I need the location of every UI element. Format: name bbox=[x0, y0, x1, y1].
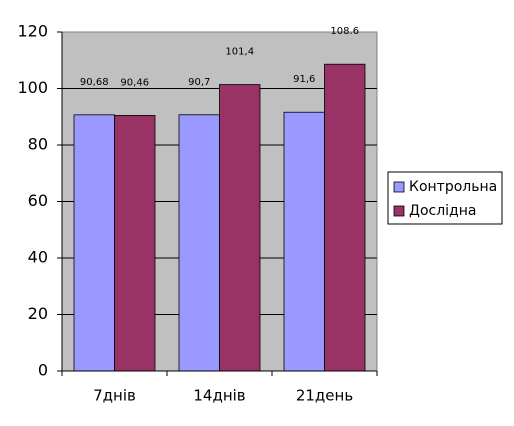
bar bbox=[114, 115, 156, 372]
x-tick-label: 21день bbox=[296, 387, 353, 405]
y-tick-label: 40 bbox=[28, 248, 48, 267]
y-tick-label: 100 bbox=[17, 78, 48, 97]
legend-label: Контрольна bbox=[409, 179, 497, 195]
legend bbox=[387, 171, 503, 225]
bar bbox=[283, 111, 325, 372]
bar bbox=[73, 114, 115, 372]
bar bbox=[324, 63, 366, 372]
y-tick-label: 60 bbox=[28, 191, 48, 210]
value-label: 91,6 bbox=[293, 74, 315, 85]
y-tick-label: 20 bbox=[28, 304, 48, 323]
y-tick-label: 80 bbox=[28, 135, 48, 154]
legend-label: Дослідна bbox=[409, 203, 476, 219]
x-tick-label: 7днів bbox=[93, 387, 136, 405]
x-tick-label: 14днів bbox=[193, 387, 245, 405]
value-label: 108.6 bbox=[330, 26, 359, 37]
bar bbox=[178, 114, 220, 372]
legend-swatch bbox=[393, 181, 405, 193]
value-label: 90,68 bbox=[80, 77, 109, 88]
value-label: 90,46 bbox=[120, 77, 149, 88]
y-tick-label: 120 bbox=[17, 22, 48, 41]
value-label: 90,7 bbox=[188, 77, 210, 88]
value-label: 101,4 bbox=[225, 47, 254, 58]
bar bbox=[219, 84, 261, 372]
y-tick-label: 0 bbox=[38, 361, 48, 380]
legend-swatch bbox=[393, 205, 405, 217]
